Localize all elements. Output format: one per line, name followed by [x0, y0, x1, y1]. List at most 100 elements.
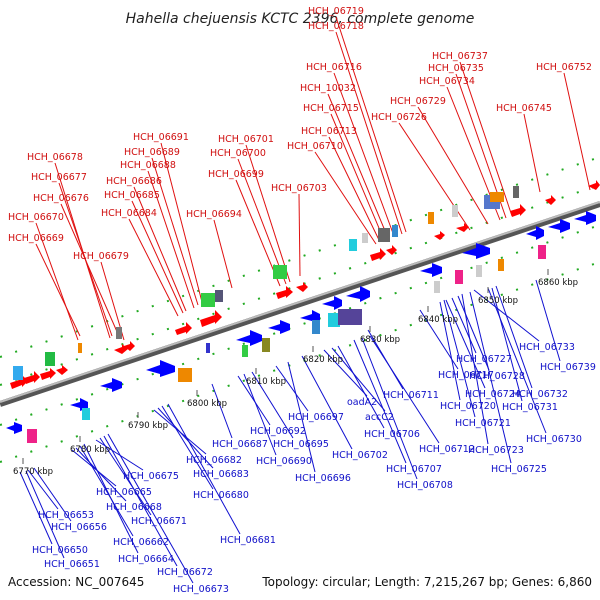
gene-label[interactable]: HCH_06716: [306, 62, 362, 73]
gene-label[interactable]: HCH_06665: [96, 487, 152, 498]
gene-label[interactable]: accC2: [365, 412, 394, 423]
leader-line: [128, 218, 179, 317]
leader-line: [99, 437, 152, 516]
gene-label[interactable]: HCH_06689: [124, 147, 180, 158]
gene-label[interactable]: HCH_06718: [308, 21, 364, 32]
leader-line: [243, 373, 277, 456]
gene-label[interactable]: HCH_06697: [288, 412, 344, 423]
gene-label[interactable]: HCH_06724: [465, 389, 521, 400]
tick-label: 6800 kbp: [187, 399, 227, 409]
gene-label[interactable]: HCH_06726: [371, 112, 427, 123]
gene-label[interactable]: HCH_06688: [120, 160, 176, 171]
gene-label[interactable]: HCH_06687: [212, 439, 268, 450]
gene-label[interactable]: HCH_06710: [287, 141, 343, 152]
gene-label[interactable]: HCH_06734: [419, 76, 475, 87]
gene-label[interactable]: HCH_06711: [383, 390, 439, 401]
gene-label[interactable]: HCH_06703: [271, 183, 327, 194]
gene-label[interactable]: HCH_06675: [123, 471, 179, 482]
gene-label[interactable]: HCH_06732: [512, 389, 568, 400]
leader-line: [133, 186, 187, 312]
tick-label: 6850 kbp: [478, 296, 518, 306]
gene-label[interactable]: HCH_06653: [38, 510, 94, 521]
forward-strand-genes[interactable]: [10, 180, 600, 389]
gene-label[interactable]: HCH_06672: [157, 567, 213, 578]
gene-label[interactable]: HCH_10032: [300, 83, 356, 94]
gene-label[interactable]: HCH_06733: [519, 342, 575, 353]
gene-label[interactable]: HCH_06721: [455, 418, 511, 429]
gene-label[interactable]: HCH_06686: [106, 176, 162, 187]
gene-label[interactable]: HCH_06696: [295, 473, 351, 484]
gene-label[interactable]: HCH_06671: [131, 516, 187, 527]
gene-label[interactable]: HCH_06669: [8, 233, 64, 244]
gene-label[interactable]: HCH_06706: [364, 429, 420, 440]
forward-gene-labels: HCH_06678 HCH_06677 HCH_06676 HCH_06670 HCH_…: [8, 6, 592, 262]
gene-label[interactable]: HCH_06690: [256, 456, 312, 467]
gene-label[interactable]: HCH_06678: [27, 152, 83, 163]
tick-label: 6860 kbp: [538, 278, 578, 288]
gene-label[interactable]: HCH_06685: [104, 190, 160, 201]
gene-label[interactable]: HCH_06699: [208, 169, 264, 180]
gene-label[interactable]: HCH_06677: [31, 172, 87, 183]
leader-line: [60, 203, 119, 335]
gene-label[interactable]: HCH_06695: [273, 439, 329, 450]
gene-label[interactable]: HCH_06694: [186, 209, 242, 220]
gene-label[interactable]: HCH_06725: [491, 464, 547, 475]
gene-label[interactable]: HCH_06701: [218, 134, 274, 145]
gene-label[interactable]: HCH_06752: [536, 62, 592, 73]
leader-line: [237, 158, 287, 285]
gene-label[interactable]: HCH_06679: [73, 251, 129, 262]
leader-line: [27, 469, 59, 510]
gene-label[interactable]: HCH_06681: [220, 535, 276, 546]
leader-line: [287, 361, 316, 473]
leader-line: [353, 339, 407, 464]
gene-label[interactable]: HCH_06683: [193, 469, 249, 480]
gene-label[interactable]: HCH_06676: [33, 193, 89, 204]
gene-label[interactable]: HCH_06700: [210, 148, 266, 159]
leader-line: [335, 31, 403, 235]
gene-label[interactable]: HCH_06651: [44, 559, 100, 570]
gene-label[interactable]: HCH_06692: [250, 426, 306, 437]
leader-line: [131, 200, 184, 314]
leader-line: [160, 142, 203, 303]
gene-label[interactable]: HCH_06662: [113, 537, 169, 548]
gene-label[interactable]: HCH_06668: [106, 502, 162, 513]
leader-line: [443, 299, 476, 418]
leader-line: [71, 449, 117, 487]
gene-label[interactable]: HCH_06684: [101, 208, 157, 219]
gene-label[interactable]: HCH_06670: [8, 212, 64, 223]
tick-label: 6780 kbp: [70, 445, 110, 455]
gene-label[interactable]: HCH_06723: [468, 445, 524, 456]
gene-label[interactable]: HCH_06731: [502, 402, 558, 413]
map-title: Hahella chejuensis KCTC 2396, complete g…: [126, 11, 475, 27]
gene-label[interactable]: HCH_06682: [186, 455, 242, 466]
gene-label[interactable]: HCH_06708: [397, 480, 453, 491]
gene-label[interactable]: HCH_06739: [540, 362, 596, 373]
gene-label[interactable]: oadA2: [347, 397, 377, 408]
gene-label[interactable]: HCH_06717: [438, 370, 494, 381]
gene-label[interactable]: HCH_06673: [173, 584, 229, 595]
gene-label[interactable]: HCH_06737: [432, 51, 488, 62]
gene-label[interactable]: HCH_06680: [193, 490, 249, 501]
gene-label[interactable]: HCH_06712: [419, 444, 475, 455]
gene-label[interactable]: HCH_06730: [526, 434, 582, 445]
gene-label[interactable]: HCH_06715: [303, 103, 359, 114]
tick-label: 6810 kbp: [246, 377, 286, 387]
gene-label[interactable]: HCH_06650: [32, 545, 88, 556]
gene-label[interactable]: HCH_06745: [496, 103, 552, 114]
gene-label[interactable]: HCH_06713: [301, 126, 357, 137]
gene-label[interactable]: HCH_06719: [308, 6, 364, 17]
gene-label[interactable]: HCH_06727: [456, 354, 512, 365]
gene-label[interactable]: HCH_06702: [332, 450, 388, 461]
gene-label[interactable]: HCH_06728: [469, 371, 525, 382]
leader-line: [451, 297, 477, 354]
forward-strand-boxes: [13, 186, 519, 380]
gene-label[interactable]: HCH_06664: [118, 554, 174, 565]
gene-label[interactable]: HCH_06729: [390, 96, 446, 107]
reverse-strand-genes[interactable]: [6, 211, 596, 434]
leader-line: [461, 293, 489, 445]
gene-label[interactable]: HCH_06707: [386, 464, 442, 475]
gene-label[interactable]: HCH_06720: [440, 401, 496, 412]
gene-label[interactable]: HCH_06656: [51, 522, 107, 533]
gene-label[interactable]: HCH_06735: [428, 63, 484, 74]
gene-label[interactable]: HCH_06691: [133, 132, 189, 143]
